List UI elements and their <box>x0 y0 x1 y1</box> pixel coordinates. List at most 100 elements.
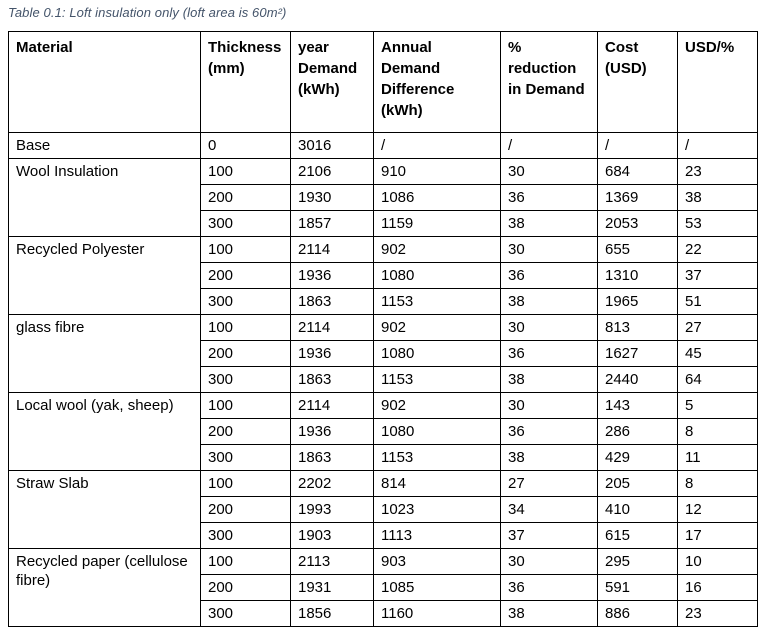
cell-year-demand: 2113 <box>290 548 374 575</box>
header-cost: Cost (USD) <box>597 31 678 133</box>
cell-cost: 813 <box>597 314 678 341</box>
cell-thickness: 300 <box>200 288 291 315</box>
cell-percent-reduction: 38 <box>500 366 598 393</box>
cell-percent-reduction: 36 <box>500 418 598 445</box>
cell-year-demand: 1936 <box>290 340 374 367</box>
cell-cost: 1310 <box>597 262 678 289</box>
document-page: Table 0.1: Loft insulation only (loft ar… <box>8 5 758 627</box>
cell-annual-demand-difference: 902 <box>373 314 501 341</box>
table-row: 200 1930 1086 36 1369 38 <box>9 184 758 211</box>
header-usd-per-percent: USD/% <box>677 31 758 133</box>
cell-year-demand: 1863 <box>290 366 374 393</box>
cell-cost: 886 <box>597 600 678 627</box>
cell-material: Straw Slab <box>8 470 201 549</box>
cell-percent-reduction: 27 <box>500 470 598 497</box>
cell-usd-per-percent: 45 <box>677 340 758 367</box>
cell-year-demand: 1993 <box>290 496 374 523</box>
cell-usd-per-percent: 8 <box>677 418 758 445</box>
cell-percent-reduction: 36 <box>500 184 598 211</box>
cell-percent-reduction: 36 <box>500 574 598 601</box>
cell-percent-reduction: 38 <box>500 210 598 237</box>
cell-year-demand: 1856 <box>290 600 374 627</box>
table-row-base: Base 0 3016// / / <box>8 132 758 159</box>
cell-thickness: 200 <box>200 496 291 523</box>
cell-usd-per-percent: 11 <box>677 444 758 471</box>
cell-annual-demand-difference: 910 <box>373 158 501 185</box>
header-year-demand: year Demand (kWh) <box>290 31 374 133</box>
cell-thickness: 200 <box>200 262 291 289</box>
table-row: Straw Slab 100 2202 814 27 205 8 <box>8 470 758 549</box>
cell-annual-demand-difference: 1080 <box>373 418 501 445</box>
cell-cost: 143 <box>597 392 678 419</box>
cell-annual-demand-difference: 1113 <box>373 522 501 549</box>
cell-cost: 429 <box>597 444 678 471</box>
cell-usd-per-percent: 51 <box>677 288 758 315</box>
table-row: Recycled Polyester 100 2114 902 30 655 22 <box>8 236 758 315</box>
cell-annual-demand-difference: 1153 <box>373 366 501 393</box>
cell-usd-per-percent: 38 <box>677 184 758 211</box>
header-material: Material <box>8 31 201 133</box>
cell-percent-reduction: / <box>500 132 598 159</box>
cell-cost: 410 <box>597 496 678 523</box>
cell-thickness: 200 <box>200 418 291 445</box>
cell-usd-per-percent: 22 <box>677 236 758 263</box>
cell-annual-demand-difference: / <box>373 132 501 159</box>
table-body: Base 0 3016// / / Wool Insulation 100 2106 910 30… <box>8 132 758 627</box>
cell-material: Local wool (yak, sheep) <box>8 392 201 471</box>
cell-percent-reduction: 38 <box>500 444 598 471</box>
table-row: 300 1856 1160 38 886 23 <box>9 600 758 627</box>
cell-cost: 286 <box>597 418 678 445</box>
cell-usd-per-percent: 8 <box>677 470 758 497</box>
cell-thickness: 300 <box>200 210 291 237</box>
cell-year-demand: 1903 <box>290 522 374 549</box>
cell-thickness: 100 <box>200 548 291 575</box>
table-row: glass fibre 100 2114 902 30 813 27 <box>8 314 758 393</box>
cell-annual-demand-difference: 1159 <box>373 210 501 237</box>
cell-annual-demand-difference: 1153 <box>373 444 501 471</box>
cell-year-demand: 2114 <box>290 392 374 419</box>
cell-cost: 2440 <box>597 366 678 393</box>
cell-percent-reduction: 38 <box>500 288 598 315</box>
cell-usd-per-percent: 27 <box>677 314 758 341</box>
cell-percent-reduction: 36 <box>500 262 598 289</box>
cell-usd-per-percent: 23 <box>677 600 758 627</box>
cell-year-demand: 1936 <box>290 418 374 445</box>
cell-year-demand: 1863 <box>290 444 374 471</box>
cell-thickness: 300 <box>200 600 291 627</box>
cell-annual-demand-difference: 903 <box>373 548 501 575</box>
cell-year-demand: 2114 <box>290 314 374 341</box>
cell-thickness: 200 <box>200 184 291 211</box>
cell-annual-demand-difference: 1086 <box>373 184 501 211</box>
cell-percent-reduction: 36 <box>500 340 598 367</box>
cell-cost: 1627 <box>597 340 678 367</box>
table-row: Local wool (yak, sheep) 100 2114 902 30 143 5 <box>8 392 758 471</box>
cell-annual-demand-difference: 1085 <box>373 574 501 601</box>
cell-usd-per-percent: 17 <box>677 522 758 549</box>
cell-percent-reduction: 30 <box>500 236 598 263</box>
cell-material: Recycled Polyester <box>8 236 201 315</box>
cell-usd-per-percent: / <box>677 132 758 159</box>
cell-annual-demand-difference: 1080 <box>373 340 501 367</box>
cell-year-demand: 3016 <box>290 132 374 159</box>
cell-year-demand: 2202 <box>290 470 374 497</box>
cell-percent-reduction: 30 <box>500 314 598 341</box>
table-row: 200 1936 1080 36 1310 37 <box>9 262 758 289</box>
cell-thickness: 100 <box>200 236 291 263</box>
cell-usd-per-percent: 37 <box>677 262 758 289</box>
cell-year-demand: 2106 <box>290 158 374 185</box>
cell-usd-per-percent: 23 <box>677 158 758 185</box>
cell-cost: 2053 <box>597 210 678 237</box>
table-row: 300 1863 1153 38 1965 51 <box>9 288 758 315</box>
cell-year-demand: 1936 <box>290 262 374 289</box>
cell-material: Recycled paper (cellulose fibre) <box>8 548 201 627</box>
cell-annual-demand-difference: 1153 <box>373 288 501 315</box>
cell-annual-demand-difference: 1080 <box>373 262 501 289</box>
cell-percent-reduction: 30 <box>500 392 598 419</box>
cell-material: glass fibre <box>8 314 201 393</box>
cell-annual-demand-difference: 902 <box>373 236 501 263</box>
cell-annual-demand-difference: 1160 <box>373 600 501 627</box>
cell-thickness: 100 <box>200 392 291 419</box>
cell-cost: 1369 <box>597 184 678 211</box>
cell-usd-per-percent: 16 <box>677 574 758 601</box>
cell-percent-reduction: 38 <box>500 600 598 627</box>
